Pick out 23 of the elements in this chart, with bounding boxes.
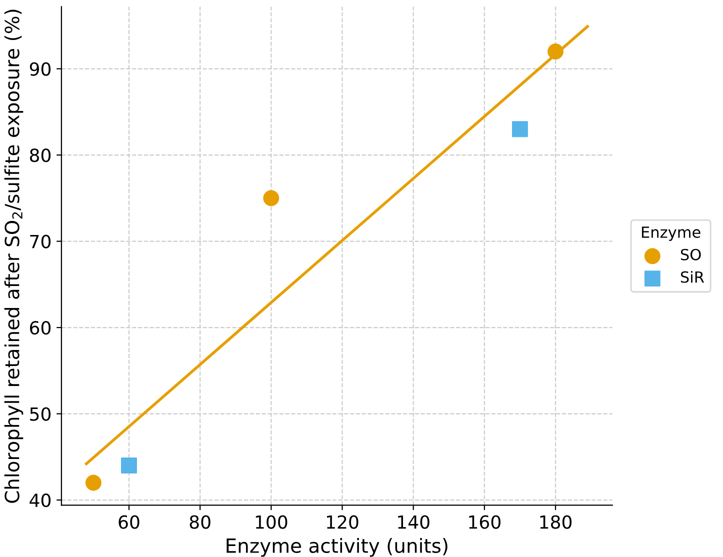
y-tick-label: 70	[30, 234, 51, 248]
y-tick-label: 60	[30, 320, 51, 335]
x-tick-label: 60	[118, 515, 140, 529]
x-tick-label: 100	[256, 515, 288, 529]
legend-label: SO	[680, 248, 701, 260]
y-tick-label: 90	[30, 62, 51, 76]
x-tick-label: 160	[469, 515, 500, 529]
y-axis-title: Chlorophyll retained after SO$_{2}$/sulfite exposure (%)	[4, 10, 24, 503]
x-tick-label: 120	[327, 515, 358, 529]
legend-title: Enzyme	[642, 226, 700, 241]
y-tick-label: 80	[30, 148, 51, 162]
point	[121, 458, 137, 474]
point	[263, 190, 280, 206]
x-tick-label: 140	[398, 515, 430, 529]
y-tick-label: 50	[30, 407, 51, 421]
point	[548, 44, 564, 60]
x-tick-label: 80	[190, 515, 210, 529]
legend-label: SiR	[680, 270, 704, 283]
point	[85, 474, 102, 491]
y-tick-label: 40	[30, 493, 51, 508]
x-tick-label: 180	[540, 515, 572, 529]
point	[512, 121, 528, 138]
x-axis-title: Enzyme activity (units)	[226, 538, 448, 557]
